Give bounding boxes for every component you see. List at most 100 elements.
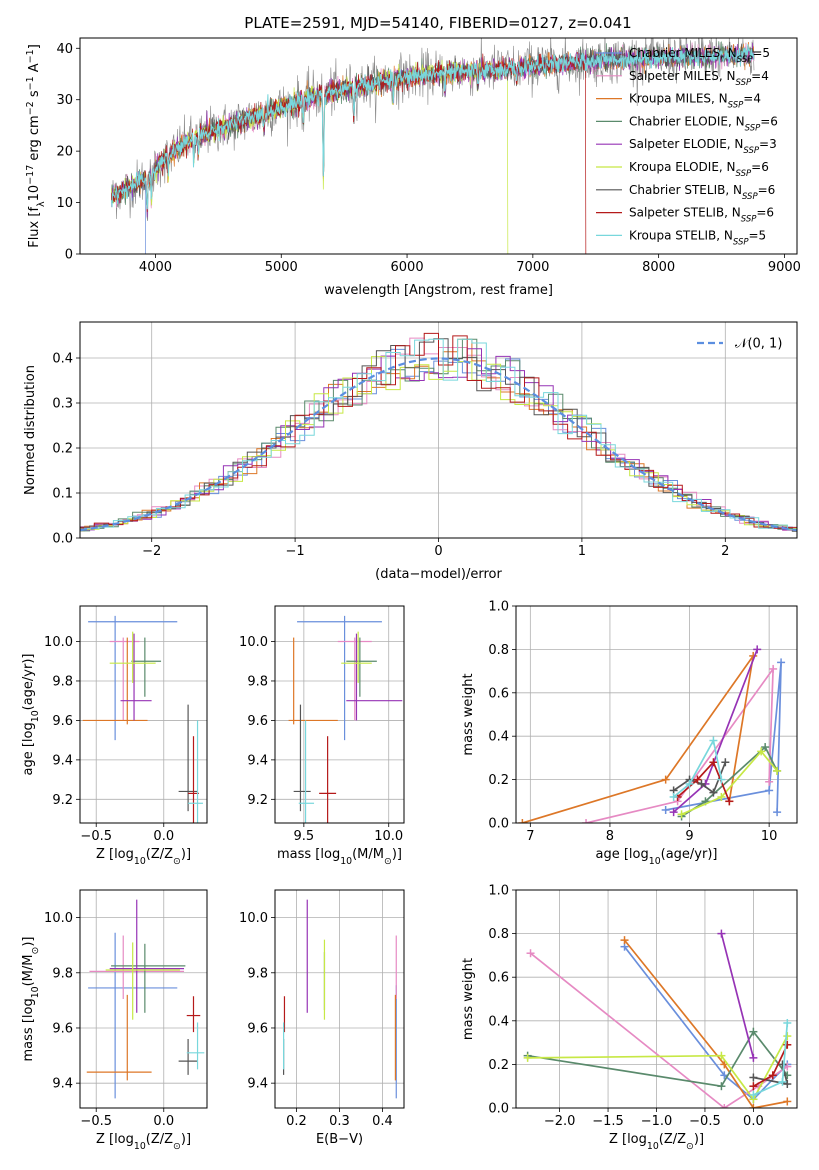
axes-frame <box>79 605 208 824</box>
x-tick-label: 9000 <box>768 260 801 275</box>
axes-residuals: −2 −1 0 1 2 0.0 0.1 0.2 0.3 0.4 (data−model)/error… <box>23 321 798 582</box>
legend-entry: Salpeter ELODIE, NSSP=3 <box>629 137 777 156</box>
data-marker <box>717 1051 726 1060</box>
y-tick-label: 0 <box>65 248 73 263</box>
x-tick-label: −0.5 <box>80 1114 112 1129</box>
data-marker <box>523 1053 532 1062</box>
figure-title: PLATE=2591, MJD=54140, FIBERID=0127, z=0… <box>244 14 631 32</box>
data-marker <box>768 1071 777 1080</box>
x-tick-label: 4000 <box>139 260 172 275</box>
legend-entry: Chabrier ELODIE, NSSP=6 <box>629 114 778 133</box>
data-marker <box>765 786 774 795</box>
y-tick-label: 20 <box>56 145 73 160</box>
errorbar-point <box>120 633 152 721</box>
data-marker <box>518 819 527 823</box>
x-tick-label: 8 <box>606 829 614 844</box>
x-tick-label: 10.0 <box>374 829 403 844</box>
series-line-chabrier-elodie <box>527 1030 788 1088</box>
axes-spectrum: 4000 5000 6000 7000 8000 9000 0 10 20 30 40 wavelen… <box>25 37 801 298</box>
y-axis-label: mass weight <box>461 958 476 1040</box>
data-marker <box>717 775 726 784</box>
x-tick-label: 0.4 <box>372 1114 393 1129</box>
errorbar-point <box>105 942 180 1020</box>
series-line-kroupa-miles <box>522 655 755 823</box>
series-line-salpeter-miles <box>529 952 788 1108</box>
series-line-kroupa-stelib <box>673 738 723 798</box>
plot-area-weight_vs_Z <box>523 929 792 1108</box>
x-tick-label: 0.0 <box>743 1114 764 1129</box>
data-marker <box>526 949 535 958</box>
errorbar-point <box>346 637 377 697</box>
y-tick-label: 0.2 <box>488 773 509 788</box>
data-marker <box>620 936 629 945</box>
y-tick-label: 9.6 <box>247 1021 268 1036</box>
x-tick-label: −0.5 <box>689 1114 721 1129</box>
axes-age_vs_mass: 9.5 10.0 9.2 9.4 9.6 9.8 10.0 mass [log10(M/M⊙)… <box>239 605 405 867</box>
errorbar-point <box>109 631 156 683</box>
y-tick-label: 9.6 <box>52 1021 73 1036</box>
errorbar-point <box>337 637 372 721</box>
histogram-kroupa-stelib <box>80 338 797 531</box>
data-marker <box>697 779 706 788</box>
y-tick-label: 0.2 <box>488 1058 509 1073</box>
errorbar-point <box>188 720 203 823</box>
data-marker <box>783 1018 792 1027</box>
axes-age_vs_Z: −0.5 0.0 9.2 9.4 9.6 9.8 10.0 Z [log10(Z/Z⊙)] ag… <box>21 605 208 867</box>
x-tick-label: 9 <box>685 829 693 844</box>
x-axis-label: E(B−V) <box>316 1132 363 1147</box>
y-tick-label: 30 <box>56 93 73 108</box>
x-tick-label: −2.0 <box>544 1114 576 1129</box>
errorbar-point <box>82 637 148 725</box>
errorbar-point <box>131 637 162 697</box>
y-tick-label: 1.0 <box>488 600 509 615</box>
y-tick-label: 10.0 <box>239 911 268 926</box>
x-axis-label: mass [log10(M/M⊙)] <box>277 847 402 867</box>
errorbar-point <box>86 994 152 1081</box>
data-marker <box>777 658 786 667</box>
y-tick-label: 1.0 <box>488 884 509 899</box>
y-axis-label: Normed distribution <box>23 365 38 495</box>
data-marker <box>765 777 774 786</box>
x-tick-label: 1 <box>578 544 586 559</box>
y-axis-label: age [log10(age/yr)] <box>21 654 41 776</box>
data-marker <box>783 1062 792 1071</box>
data-marker <box>661 805 670 814</box>
data-marker <box>783 1032 792 1041</box>
y-tick-label: 0.3 <box>52 397 73 412</box>
spectrum-data-line <box>111 38 755 222</box>
series-line-salpeter-elodie <box>720 933 755 1059</box>
plot-area-weight_vs_age <box>518 645 786 823</box>
data-marker <box>720 1104 729 1108</box>
y-tick-label: 0.4 <box>52 352 73 367</box>
errorbar-point <box>341 631 372 683</box>
legend-entry: Kroupa STELIB, NSSP=5 <box>629 228 766 247</box>
legend-entry: 𝒩(0, 1) <box>735 337 782 352</box>
x-axis-label: age [log10(age/yr)] <box>596 847 718 867</box>
plot-area-age_vs_Z <box>82 615 203 823</box>
x-tick-label: 0.3 <box>329 1114 350 1129</box>
data-marker <box>721 758 730 767</box>
y-tick-label: 0.0 <box>488 1102 509 1117</box>
histogram-kroupa-elodie <box>80 356 797 530</box>
y-tick-label: 9.8 <box>247 966 268 981</box>
axes-frame <box>274 605 405 824</box>
data-marker <box>661 775 670 784</box>
data-marker <box>769 664 778 673</box>
x-axis-label: (data−model)/error <box>375 567 502 582</box>
y-tick-label: 9.4 <box>52 1077 73 1092</box>
x-tick-label: 7 <box>526 829 534 844</box>
data-marker <box>749 1073 758 1082</box>
x-tick-label: 2 <box>721 544 729 559</box>
y-tick-label: 9.4 <box>247 753 268 768</box>
data-marker <box>757 747 766 756</box>
errorbar-point <box>186 1022 205 1070</box>
legend: Chabrier MILES, NSSP=5 Salpeter MILES, NS… <box>596 46 778 247</box>
x-axis-label: Z [log10(Z/Z⊙)] <box>96 847 191 867</box>
x-tick-label: 0 <box>434 544 442 559</box>
errorbar-point <box>319 736 337 823</box>
series-line-chabrier-miles <box>665 662 782 813</box>
y-tick-label: 10.0 <box>44 911 73 926</box>
series-line-kroupa-elodie <box>681 750 778 816</box>
axes-frame <box>79 889 208 1109</box>
